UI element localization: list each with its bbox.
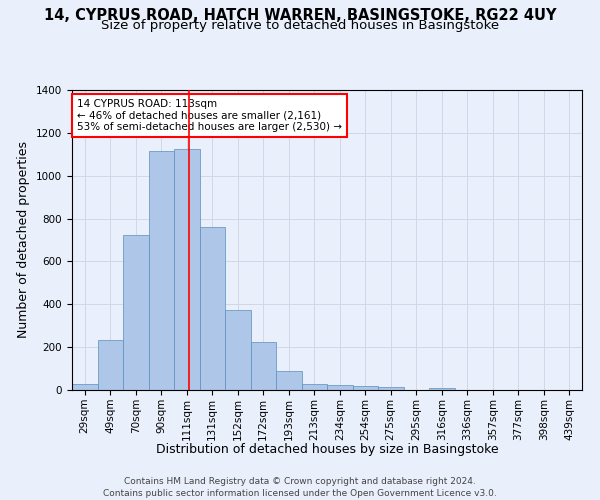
Bar	[429, 388, 455, 390]
Bar	[276, 370, 302, 390]
Text: Distribution of detached houses by size in Basingstoke: Distribution of detached houses by size …	[155, 442, 499, 456]
Bar	[123, 234, 149, 390]
Bar	[378, 387, 404, 390]
Bar	[72, 384, 97, 390]
Text: Contains HM Land Registry data © Crown copyright and database right 2024.
Contai: Contains HM Land Registry data © Crown c…	[103, 476, 497, 498]
Bar	[225, 310, 251, 390]
Bar	[327, 384, 353, 390]
Bar	[149, 151, 174, 390]
Bar	[353, 386, 378, 390]
Bar	[302, 384, 327, 390]
Bar	[97, 340, 123, 390]
Text: 14 CYPRUS ROAD: 113sqm
← 46% of detached houses are smaller (2,161)
53% of semi-: 14 CYPRUS ROAD: 113sqm ← 46% of detached…	[77, 99, 342, 132]
Bar	[174, 149, 199, 390]
Y-axis label: Number of detached properties: Number of detached properties	[17, 142, 31, 338]
Bar	[251, 342, 276, 390]
Bar	[199, 227, 225, 390]
Text: Size of property relative to detached houses in Basingstoke: Size of property relative to detached ho…	[101, 18, 499, 32]
Text: 14, CYPRUS ROAD, HATCH WARREN, BASINGSTOKE, RG22 4UY: 14, CYPRUS ROAD, HATCH WARREN, BASINGSTO…	[44, 8, 556, 22]
